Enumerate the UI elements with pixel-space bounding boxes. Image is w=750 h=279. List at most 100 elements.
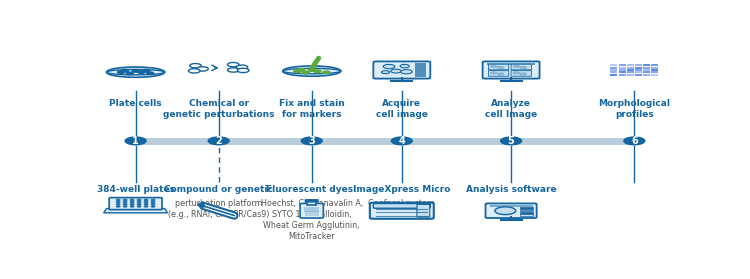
Circle shape [116, 199, 120, 201]
FancyBboxPatch shape [110, 198, 162, 210]
Circle shape [144, 206, 148, 207]
Bar [627, 64, 634, 66]
Circle shape [144, 201, 148, 203]
Circle shape [147, 72, 154, 74]
Circle shape [209, 137, 230, 145]
Bar [651, 71, 658, 73]
Circle shape [152, 204, 154, 205]
Circle shape [302, 137, 322, 145]
FancyBboxPatch shape [511, 64, 532, 70]
Bar [651, 69, 658, 71]
Bar [416, 63, 426, 77]
Text: Analysis software: Analysis software [466, 185, 556, 194]
Circle shape [124, 199, 127, 201]
Circle shape [497, 66, 504, 69]
Bar [635, 74, 642, 76]
Text: Hoechst, Concanavalin A,
SYTO 14, Phalloidin,
Wheat Germ Agglutinin,
MitoTracker: Hoechst, Concanavalin A, SYTO 14, Phallo… [260, 199, 363, 241]
Circle shape [400, 69, 412, 74]
Text: Morphological
profiles: Morphological profiles [598, 99, 670, 119]
Bar [627, 67, 634, 69]
Text: ImageXpress Micro: ImageXpress Micro [353, 185, 451, 194]
Circle shape [118, 71, 124, 73]
Text: Acquire
cell image: Acquire cell image [376, 99, 427, 119]
Text: Fix and stain
for markers: Fix and stain for markers [279, 99, 344, 119]
Bar [651, 67, 658, 69]
Text: Chemical or
genetic perturbations: Chemical or genetic perturbations [163, 99, 274, 119]
Circle shape [125, 137, 146, 145]
Text: 384-well plates: 384-well plates [97, 185, 175, 194]
Text: Confocal system: Confocal system [368, 199, 435, 208]
Bar [610, 64, 617, 66]
Circle shape [513, 65, 520, 68]
Bar [610, 74, 617, 76]
Circle shape [130, 201, 134, 203]
Text: 1: 1 [132, 136, 139, 146]
Bar [627, 69, 634, 71]
Circle shape [624, 137, 645, 145]
Circle shape [513, 72, 520, 74]
Bar [610, 67, 617, 69]
Text: 5: 5 [508, 136, 515, 146]
Circle shape [400, 64, 410, 68]
Circle shape [236, 65, 248, 69]
Circle shape [152, 199, 154, 201]
Text: Compound or genetic: Compound or genetic [164, 185, 273, 194]
FancyBboxPatch shape [511, 71, 532, 76]
Circle shape [137, 204, 141, 205]
Circle shape [391, 69, 401, 73]
Bar [520, 214, 532, 216]
Circle shape [310, 66, 315, 68]
Circle shape [152, 206, 154, 207]
Circle shape [302, 71, 310, 74]
Circle shape [116, 201, 120, 203]
Circle shape [308, 69, 315, 71]
Bar [307, 201, 316, 205]
Text: 4: 4 [398, 136, 405, 146]
Bar [520, 210, 532, 211]
Circle shape [130, 204, 134, 205]
Circle shape [130, 206, 134, 207]
Bar [651, 74, 658, 76]
Bar [627, 71, 634, 73]
Circle shape [237, 68, 249, 73]
Polygon shape [104, 209, 167, 213]
Circle shape [383, 64, 394, 69]
Text: perturbation platform
(e.g., RNAi, CRISPR/Cas9): perturbation platform (e.g., RNAi, CRISP… [168, 199, 269, 219]
Circle shape [144, 204, 148, 205]
Bar [643, 71, 650, 73]
Circle shape [137, 199, 141, 201]
Ellipse shape [283, 66, 340, 76]
Circle shape [520, 66, 526, 69]
Text: 6: 6 [631, 136, 638, 146]
Circle shape [116, 206, 120, 207]
Circle shape [520, 73, 526, 75]
Bar [619, 71, 626, 73]
Bar [635, 64, 642, 66]
Bar [643, 74, 650, 76]
FancyBboxPatch shape [305, 200, 318, 202]
Circle shape [152, 201, 154, 203]
Circle shape [501, 137, 521, 145]
Circle shape [392, 137, 412, 145]
Circle shape [130, 199, 134, 201]
Bar [490, 205, 532, 207]
Circle shape [314, 70, 321, 73]
Circle shape [196, 67, 208, 71]
Bar [643, 67, 650, 69]
Bar [635, 71, 642, 73]
Bar [520, 212, 532, 214]
Bar [610, 71, 617, 73]
Circle shape [124, 206, 127, 207]
FancyBboxPatch shape [374, 61, 430, 79]
Bar [304, 211, 319, 216]
Ellipse shape [106, 67, 165, 77]
Bar [619, 64, 626, 66]
FancyBboxPatch shape [488, 64, 508, 70]
FancyBboxPatch shape [488, 71, 508, 76]
Circle shape [144, 199, 148, 201]
Circle shape [138, 71, 145, 73]
Bar [651, 64, 658, 66]
FancyBboxPatch shape [417, 205, 430, 217]
Bar [520, 207, 532, 209]
Bar [635, 69, 642, 71]
